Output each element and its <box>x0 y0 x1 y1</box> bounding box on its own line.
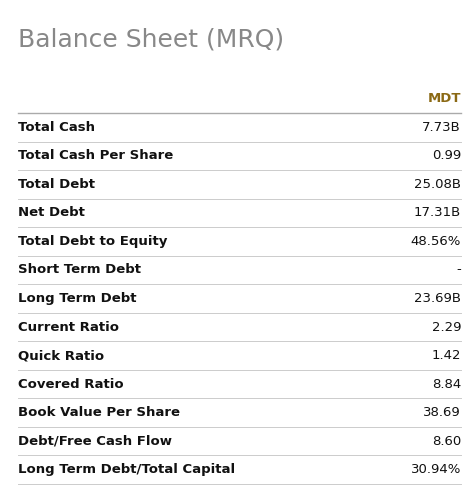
Text: Covered Ratio: Covered Ratio <box>18 377 123 391</box>
Text: Net Debt: Net Debt <box>18 206 85 219</box>
Text: Debt/Free Cash Flow: Debt/Free Cash Flow <box>18 435 172 448</box>
Text: 38.69: 38.69 <box>423 406 461 419</box>
Text: Long Term Debt/Total Capital: Long Term Debt/Total Capital <box>18 463 235 476</box>
Text: 1.42: 1.42 <box>431 349 461 362</box>
Text: 7.73B: 7.73B <box>422 121 461 134</box>
Text: 17.31B: 17.31B <box>414 206 461 219</box>
Text: Book Value Per Share: Book Value Per Share <box>18 406 180 419</box>
Text: 0.99: 0.99 <box>432 149 461 163</box>
Text: 30.94%: 30.94% <box>411 463 461 476</box>
Text: Balance Sheet (MRQ): Balance Sheet (MRQ) <box>18 28 284 52</box>
Text: MDT: MDT <box>428 92 461 105</box>
Text: Total Debt to Equity: Total Debt to Equity <box>18 235 167 248</box>
Text: Current Ratio: Current Ratio <box>18 321 119 333</box>
Text: 48.56%: 48.56% <box>411 235 461 248</box>
Text: Short Term Debt: Short Term Debt <box>18 263 141 277</box>
Text: Total Cash: Total Cash <box>18 121 95 134</box>
Text: Total Cash Per Share: Total Cash Per Share <box>18 149 173 163</box>
Text: 8.84: 8.84 <box>432 377 461 391</box>
Text: 8.60: 8.60 <box>432 435 461 448</box>
Text: Quick Ratio: Quick Ratio <box>18 349 104 362</box>
Text: Long Term Debt: Long Term Debt <box>18 292 137 305</box>
Text: Total Debt: Total Debt <box>18 178 95 191</box>
Text: 25.08B: 25.08B <box>414 178 461 191</box>
Text: 23.69B: 23.69B <box>414 292 461 305</box>
Text: -: - <box>456 263 461 277</box>
Text: 2.29: 2.29 <box>431 321 461 333</box>
